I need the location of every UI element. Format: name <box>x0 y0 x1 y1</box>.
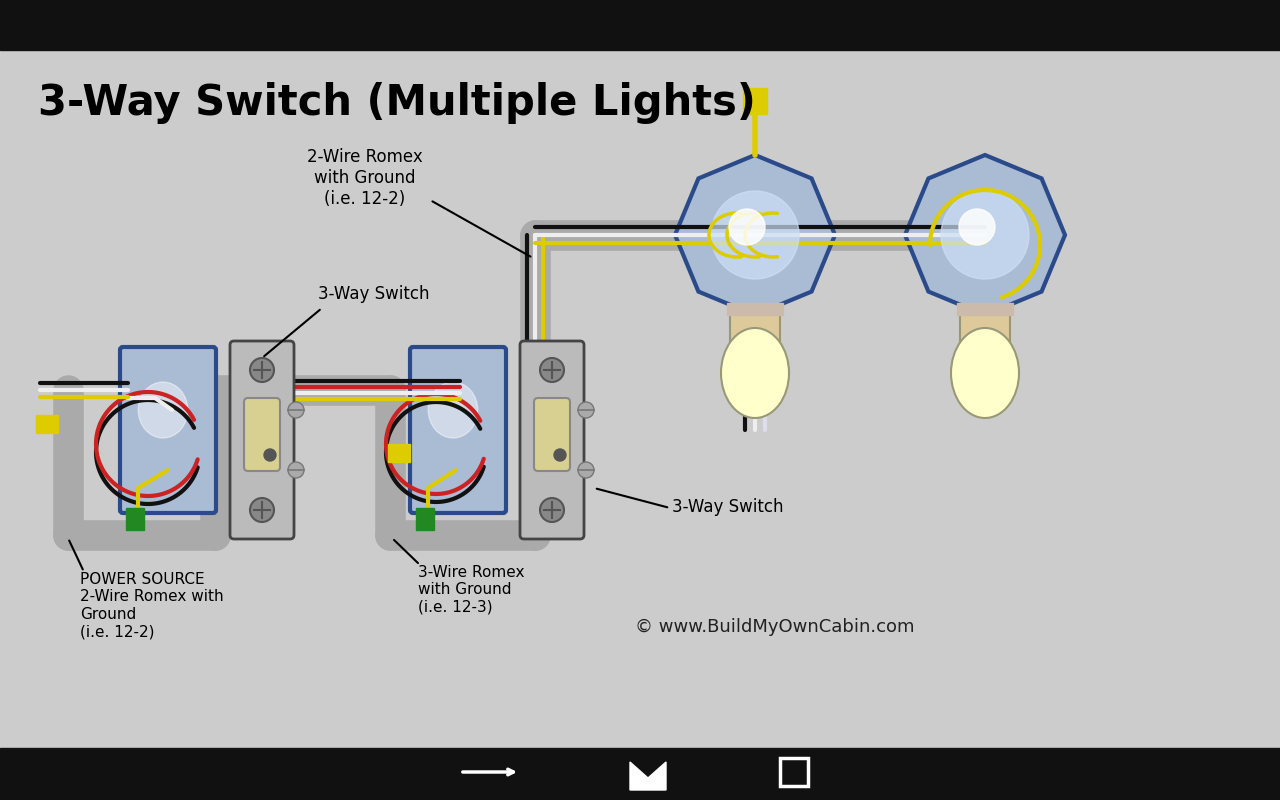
Ellipse shape <box>941 191 1029 279</box>
Bar <box>388 444 410 462</box>
FancyBboxPatch shape <box>120 347 216 513</box>
Bar <box>0 0 1280 50</box>
Polygon shape <box>905 155 1065 315</box>
Circle shape <box>264 449 276 461</box>
Text: 2-Wire Romex
with Ground
(i.e. 12-2): 2-Wire Romex with Ground (i.e. 12-2) <box>307 148 422 208</box>
FancyBboxPatch shape <box>730 307 780 348</box>
Circle shape <box>540 358 564 382</box>
Bar <box>416 508 434 530</box>
Circle shape <box>250 358 274 382</box>
Text: 3-Wire Romex
with Ground
(i.e. 12-3): 3-Wire Romex with Ground (i.e. 12-3) <box>419 565 525 614</box>
Polygon shape <box>675 155 835 315</box>
Ellipse shape <box>959 209 995 245</box>
Ellipse shape <box>730 209 765 245</box>
Text: POWER SOURCE
2-Wire Romex with
Ground
(i.e. 12-2): POWER SOURCE 2-Wire Romex with Ground (i… <box>79 572 224 639</box>
Bar <box>0 748 1280 800</box>
Circle shape <box>288 462 305 478</box>
FancyBboxPatch shape <box>960 307 1010 348</box>
Circle shape <box>579 462 594 478</box>
Bar <box>125 508 143 530</box>
FancyBboxPatch shape <box>534 398 570 471</box>
FancyBboxPatch shape <box>410 347 506 513</box>
Ellipse shape <box>710 191 799 279</box>
Ellipse shape <box>951 328 1019 418</box>
Circle shape <box>288 402 305 418</box>
Circle shape <box>250 498 274 522</box>
FancyBboxPatch shape <box>520 341 584 539</box>
Circle shape <box>579 402 594 418</box>
Bar <box>36 415 58 433</box>
Circle shape <box>540 498 564 522</box>
Polygon shape <box>630 762 666 790</box>
Ellipse shape <box>138 382 188 438</box>
Text: 3-Way Switch (Multiple Lights): 3-Way Switch (Multiple Lights) <box>38 82 756 124</box>
Ellipse shape <box>721 328 788 418</box>
Text: 3-Way Switch: 3-Way Switch <box>672 498 783 516</box>
Text: © www.BuildMyOwnCabin.com: © www.BuildMyOwnCabin.com <box>635 618 914 636</box>
Circle shape <box>554 449 566 461</box>
Bar <box>742 88 767 114</box>
Text: 3-Way Switch: 3-Way Switch <box>317 285 430 303</box>
FancyBboxPatch shape <box>230 341 294 539</box>
Bar <box>957 303 1012 315</box>
Bar <box>780 758 808 786</box>
FancyBboxPatch shape <box>244 398 280 471</box>
Ellipse shape <box>429 382 477 438</box>
Bar <box>727 303 783 315</box>
